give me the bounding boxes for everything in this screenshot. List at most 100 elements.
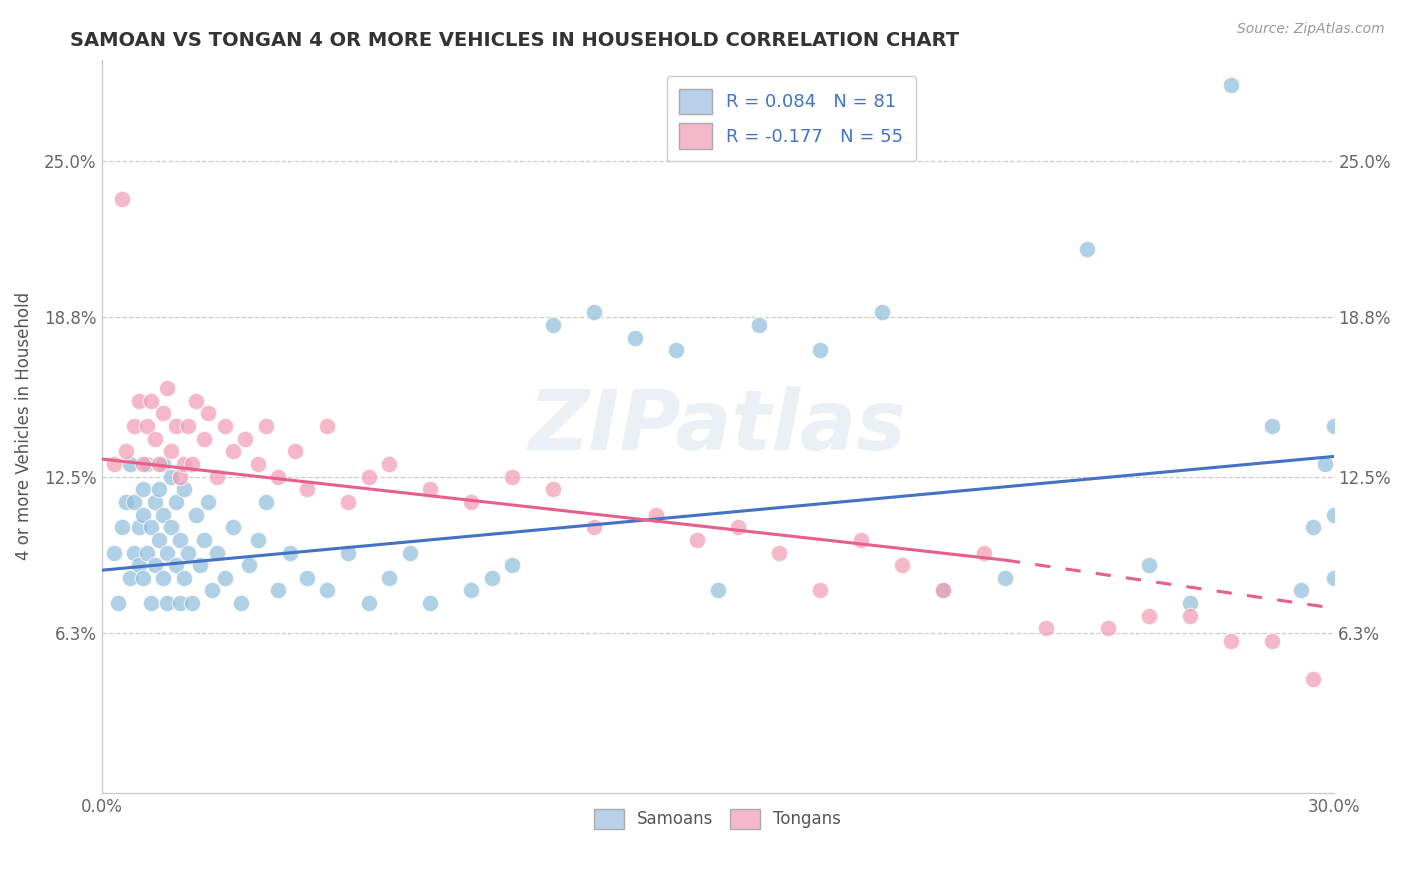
- Point: [336, 545, 359, 559]
- Point: [188, 558, 211, 573]
- Point: [378, 457, 401, 471]
- Point: [808, 343, 831, 358]
- Point: [139, 393, 162, 408]
- Point: [316, 419, 339, 434]
- Point: [851, 533, 873, 547]
- Point: [1315, 457, 1337, 471]
- Point: [160, 520, 183, 534]
- Point: [870, 305, 893, 319]
- Point: [160, 444, 183, 458]
- Point: [173, 571, 195, 585]
- Point: [193, 533, 215, 547]
- Point: [177, 545, 200, 559]
- Point: [152, 571, 174, 585]
- Point: [152, 508, 174, 522]
- Point: [111, 520, 134, 534]
- Point: [1322, 571, 1344, 585]
- Point: [156, 545, 179, 559]
- Point: [184, 393, 207, 408]
- Point: [156, 381, 179, 395]
- Text: SAMOAN VS TONGAN 4 OR MORE VEHICLES IN HOUSEHOLD CORRELATION CHART: SAMOAN VS TONGAN 4 OR MORE VEHICLES IN H…: [70, 31, 959, 50]
- Point: [280, 545, 302, 559]
- Point: [135, 419, 157, 434]
- Point: [131, 571, 153, 585]
- Point: [173, 457, 195, 471]
- Point: [398, 545, 420, 559]
- Point: [139, 520, 162, 534]
- Point: [460, 495, 482, 509]
- Point: [169, 596, 191, 610]
- Point: [135, 545, 157, 559]
- Point: [160, 469, 183, 483]
- Point: [932, 583, 955, 598]
- Point: [205, 545, 228, 559]
- Point: [1219, 634, 1241, 648]
- Point: [246, 533, 269, 547]
- Point: [727, 520, 749, 534]
- Point: [115, 495, 138, 509]
- Point: [124, 495, 146, 509]
- Point: [1322, 508, 1344, 522]
- Point: [267, 583, 290, 598]
- Point: [583, 520, 606, 534]
- Point: [165, 558, 187, 573]
- Point: [1178, 596, 1201, 610]
- Point: [111, 192, 134, 206]
- Point: [169, 469, 191, 483]
- Point: [233, 432, 256, 446]
- Point: [238, 558, 260, 573]
- Point: [419, 483, 441, 497]
- Point: [139, 596, 162, 610]
- Point: [665, 343, 688, 358]
- Point: [543, 483, 565, 497]
- Point: [222, 444, 245, 458]
- Point: [201, 583, 224, 598]
- Point: [891, 558, 914, 573]
- Point: [1137, 608, 1160, 623]
- Point: [254, 419, 277, 434]
- Point: [165, 419, 187, 434]
- Point: [197, 407, 219, 421]
- Point: [1076, 242, 1098, 256]
- Point: [128, 520, 150, 534]
- Point: [1289, 583, 1312, 598]
- Point: [481, 571, 503, 585]
- Point: [501, 558, 523, 573]
- Point: [645, 508, 668, 522]
- Point: [120, 571, 142, 585]
- Point: [107, 596, 129, 610]
- Point: [148, 483, 170, 497]
- Point: [1302, 520, 1324, 534]
- Point: [246, 457, 269, 471]
- Text: ZIPatlas: ZIPatlas: [529, 385, 907, 467]
- Point: [284, 444, 307, 458]
- Point: [295, 483, 318, 497]
- Point: [1219, 78, 1241, 92]
- Point: [177, 419, 200, 434]
- Point: [131, 508, 153, 522]
- Point: [128, 393, 150, 408]
- Point: [214, 419, 236, 434]
- Point: [103, 457, 125, 471]
- Point: [193, 432, 215, 446]
- Point: [419, 596, 441, 610]
- Point: [222, 520, 245, 534]
- Point: [143, 558, 166, 573]
- Point: [748, 318, 770, 332]
- Point: [686, 533, 709, 547]
- Point: [1261, 419, 1284, 434]
- Point: [1322, 419, 1344, 434]
- Point: [197, 495, 219, 509]
- Point: [1261, 634, 1284, 648]
- Point: [128, 558, 150, 573]
- Text: Source: ZipAtlas.com: Source: ZipAtlas.com: [1237, 22, 1385, 37]
- Point: [120, 457, 142, 471]
- Point: [156, 596, 179, 610]
- Point: [148, 457, 170, 471]
- Point: [169, 533, 191, 547]
- Y-axis label: 4 or more Vehicles in Household: 4 or more Vehicles in Household: [15, 292, 32, 560]
- Point: [124, 419, 146, 434]
- Point: [1137, 558, 1160, 573]
- Point: [184, 508, 207, 522]
- Point: [973, 545, 995, 559]
